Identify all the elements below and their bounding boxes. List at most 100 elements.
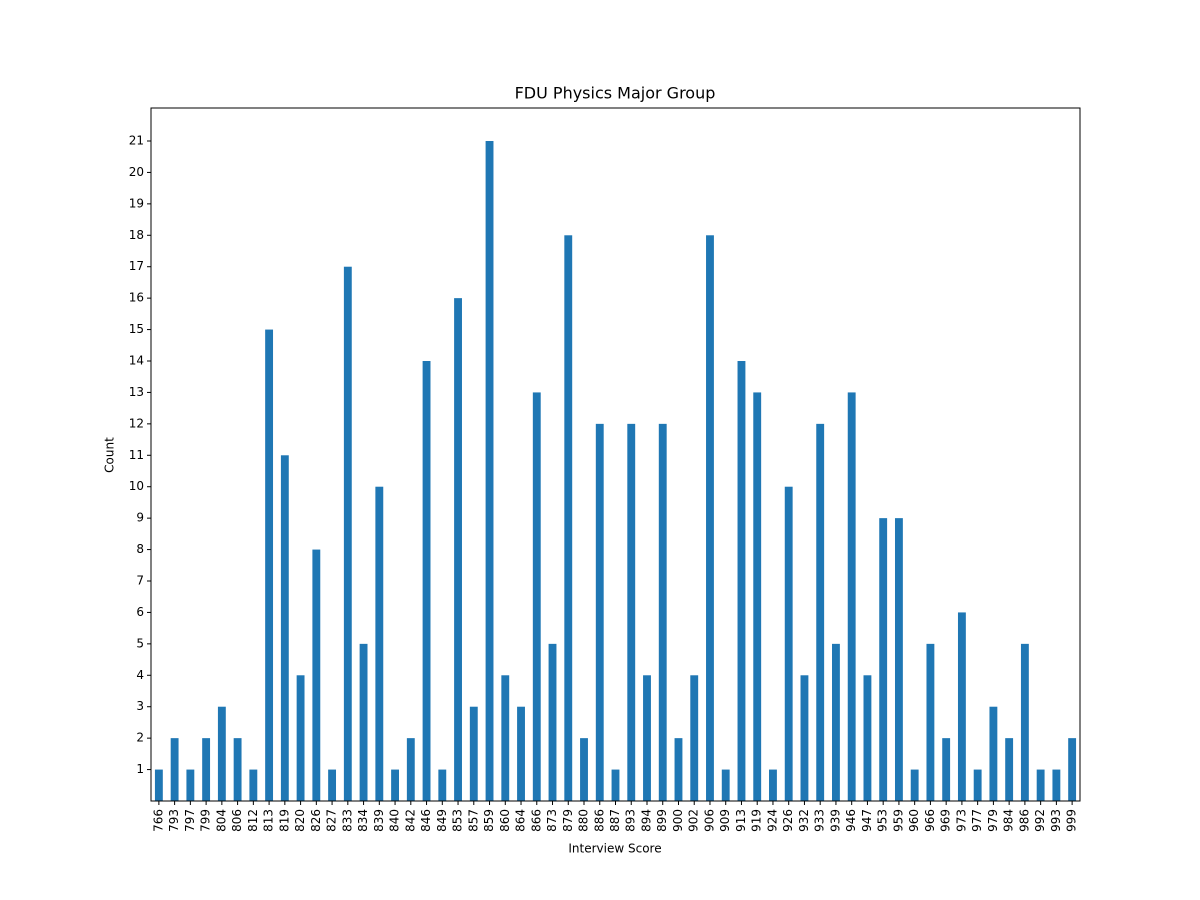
bar	[1020, 643, 1029, 801]
x-tick-label: 993	[1049, 809, 1063, 832]
bar	[170, 738, 179, 801]
x-tick-label: 857	[466, 809, 480, 832]
bar	[1052, 769, 1061, 801]
x-tick-label: 966	[923, 809, 937, 832]
x-tick-label: 973	[954, 809, 968, 832]
x-tick-label: 813	[262, 809, 276, 832]
x-tick-label: 839	[372, 809, 386, 832]
y-tick-label: 2	[136, 731, 144, 745]
bar	[942, 738, 951, 801]
x-tick-label: 793	[167, 809, 181, 832]
x-tick-label: 984	[1002, 809, 1016, 832]
bar	[422, 361, 431, 801]
bar	[690, 675, 699, 801]
x-tick-label: 919	[750, 809, 764, 832]
x-tick-label: 873	[545, 809, 559, 832]
y-tick-label: 21	[129, 134, 144, 148]
bar	[627, 423, 636, 801]
bar	[296, 675, 305, 801]
x-tick-label: 999	[1065, 809, 1079, 832]
x-tick-label: 866	[529, 809, 543, 832]
x-tick-label: 879	[561, 809, 575, 832]
y-tick-label: 7	[136, 574, 144, 588]
x-tick-label: 880	[577, 809, 591, 832]
bar	[501, 675, 510, 801]
bar	[737, 361, 746, 801]
bar	[847, 392, 856, 801]
bar	[658, 423, 667, 801]
x-tick-label: 834	[356, 809, 370, 832]
x-tick-label: 913	[734, 809, 748, 832]
y-tick-label: 18	[129, 228, 144, 242]
bar	[217, 706, 226, 801]
bar	[469, 706, 478, 801]
y-tick-label: 3	[136, 699, 144, 713]
bar	[454, 298, 462, 801]
bar	[643, 675, 651, 801]
x-tick-label: 946	[844, 809, 858, 832]
x-tick-label: 924	[765, 809, 779, 832]
bar	[154, 769, 163, 801]
x-tick-label: 979	[986, 809, 1000, 832]
y-tick-label: 12	[129, 416, 144, 430]
x-tick-label: 860	[498, 809, 512, 832]
y-tick-label: 5	[136, 636, 144, 650]
x-tick-label: 977	[970, 809, 984, 832]
x-tick-label: 820	[293, 809, 307, 832]
x-tick-label: 969	[939, 809, 953, 832]
x-tick-label: 939	[828, 809, 842, 832]
bar	[769, 769, 777, 801]
y-tick-label: 6	[136, 605, 144, 619]
x-tick-label: 947	[860, 809, 874, 832]
bar	[359, 643, 368, 801]
bar	[910, 769, 919, 801]
bar	[753, 392, 762, 801]
bar	[800, 675, 809, 801]
x-tick-label: 933	[813, 809, 827, 832]
x-tick-label: 992	[1033, 809, 1047, 832]
bar	[312, 549, 321, 801]
y-tick-label: 10	[129, 479, 144, 493]
x-tick-label: 849	[435, 809, 449, 832]
bar	[957, 612, 966, 801]
bar	[391, 769, 399, 801]
y-tick-label: 19	[129, 196, 144, 210]
bar	[926, 643, 935, 801]
bar	[863, 675, 872, 801]
x-tick-label: 766	[151, 809, 165, 832]
y-axis-label: Count	[103, 437, 117, 473]
bar	[595, 423, 604, 801]
bar	[580, 738, 588, 801]
x-tick-label: 900	[671, 809, 685, 832]
x-tick-label: 959	[891, 809, 905, 832]
bar	[564, 235, 573, 802]
bar	[517, 706, 525, 801]
x-tick-label: 902	[687, 809, 701, 832]
x-tick-label: 853	[451, 809, 465, 832]
y-tick-label: 8	[136, 542, 144, 556]
y-tick-label: 13	[129, 385, 144, 399]
bar	[249, 769, 258, 801]
x-tick-label: 846	[419, 809, 433, 832]
bar	[721, 769, 730, 801]
bar	[548, 643, 557, 801]
bar	[1036, 769, 1045, 801]
bar	[973, 769, 982, 801]
bar	[816, 423, 825, 801]
x-tick-label: 812	[246, 809, 260, 832]
y-tick-label: 14	[129, 354, 144, 368]
x-tick-label: 819	[277, 809, 291, 832]
x-tick-label: 953	[876, 809, 890, 832]
bar	[202, 738, 211, 801]
x-axis-label: Interview Score	[568, 842, 661, 856]
x-tick-label: 893	[624, 809, 638, 832]
bar	[375, 486, 384, 801]
bar	[1005, 738, 1014, 801]
x-tick-label: 826	[309, 809, 323, 832]
bar	[611, 769, 620, 801]
x-tick-label: 864	[514, 809, 528, 832]
x-tick-label: 804	[214, 809, 228, 832]
x-tick-label: 906	[702, 809, 716, 832]
y-tick-label: 1	[136, 762, 144, 776]
x-tick-label: 842	[403, 809, 417, 832]
